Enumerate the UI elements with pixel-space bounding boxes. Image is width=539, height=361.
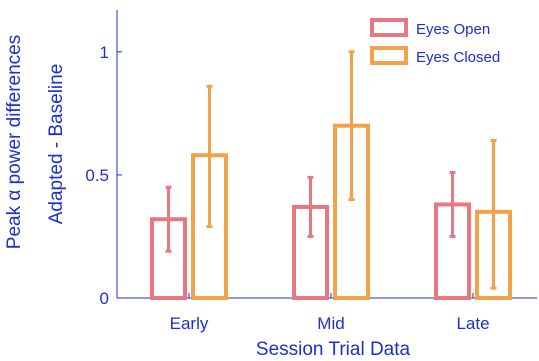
error-bar-eyes-closed-early	[206, 84, 213, 229]
error-bar-eyes-open-early	[165, 185, 172, 253]
legend-swatch-eyes-closed	[370, 46, 408, 65]
x-tick-label-mid: Mid	[317, 314, 344, 333]
error-bars	[165, 50, 497, 290]
bars	[150, 123, 512, 301]
y-ticks: 00.51	[85, 43, 122, 308]
error-bar-eyes-closed-mid	[348, 50, 355, 202]
y-tick-label: 0.5	[85, 166, 109, 185]
error-bar-eyes-open-mid	[307, 175, 314, 238]
x-tick-label-late: Late	[456, 314, 489, 333]
x-axis-label: Session Trial Data	[256, 339, 411, 360]
legend: Eyes Open Eyes Closed	[370, 18, 500, 66]
legend-label-eyes-open: Eyes Open	[416, 21, 490, 38]
y-tick-label: 0	[100, 289, 109, 308]
error-bar-eyes-closed-late	[490, 138, 497, 290]
y-axis-label-line-1: Peak α power differences	[4, 35, 25, 249]
x-ticks: Early Mid Late	[170, 293, 490, 333]
legend-swatch-eyes-open	[370, 18, 408, 37]
error-bar-eyes-open-late	[449, 170, 456, 238]
legend-label-eyes-closed: Eyes Closed	[416, 49, 500, 66]
x-tick-label-early: Early	[170, 314, 209, 333]
y-axis-label-line-2: Adapted - Baseline	[46, 64, 67, 225]
y-tick-label: 1	[100, 43, 109, 62]
